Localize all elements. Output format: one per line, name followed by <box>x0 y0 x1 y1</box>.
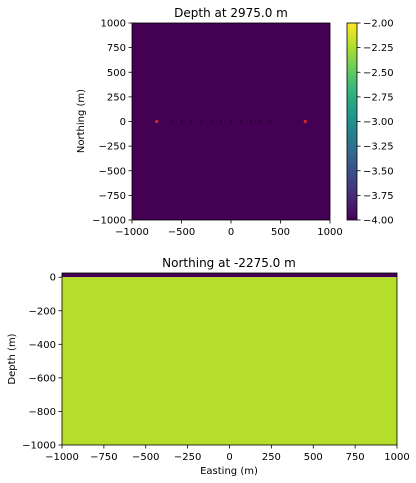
colorbar-tick-label: −2.50 <box>363 68 394 79</box>
depth-layer <box>62 273 397 278</box>
receiver-marker <box>190 120 193 123</box>
top-y-tick-label: 0 <box>120 117 126 128</box>
top-y-tick-label: −250 <box>99 142 126 153</box>
top-y-tick-label: 500 <box>107 68 126 79</box>
bottom-y-tick-label: −600 <box>29 373 56 384</box>
receiver-marker <box>240 120 242 123</box>
receiver-marker <box>170 120 173 123</box>
bottom-x-tick-label: −500 <box>132 452 159 463</box>
bottom-y-tick-label: −200 <box>29 306 56 317</box>
top-y-tick-label: −500 <box>99 166 126 177</box>
receiver-marker <box>230 120 232 123</box>
top-x-tick-label: 1000 <box>317 227 342 238</box>
bottom-x-tick-label: 0 <box>226 452 232 463</box>
receiver-marker <box>220 120 222 123</box>
top-y-tick-label: −1000 <box>92 216 126 227</box>
endpoint-marker <box>155 119 159 124</box>
colorbar-tick-label: −3.50 <box>363 166 394 177</box>
colorbar-tick-label: −4.00 <box>363 216 394 227</box>
colorbar-tick-label: −2.00 <box>363 19 394 30</box>
bottom-x-axis-label: Easting (m) <box>200 466 258 477</box>
bottom-x-tick-label: −250 <box>174 452 201 463</box>
endpoint-marker <box>303 119 307 124</box>
top-y-tick-label: 1000 <box>101 19 126 30</box>
bottom-x-tick-label: 500 <box>304 452 323 463</box>
colorbar-tick-label: −2.75 <box>363 92 394 103</box>
colorbar: −2.00 −2.25 −2.50 −2.75 −3.00 −3.25 −3.50 −3.75… <box>346 19 394 227</box>
top-x-tick-label: 500 <box>271 227 290 238</box>
receiver-marker <box>250 120 252 123</box>
bottom-y-tick-label: −400 <box>29 340 56 351</box>
bottom-y-axis-label: Depth (m) <box>7 333 18 384</box>
bottom-x-tick-label: −1000 <box>45 452 79 463</box>
bottom-x-tick-label: 750 <box>346 452 365 463</box>
depth-slice-panel: Depth at 2975.0 m −1000 −500 0 500 1000 1000… <box>76 6 343 238</box>
receiver-marker <box>180 120 183 123</box>
top-y-tick-label: 250 <box>107 92 126 103</box>
receiver-marker <box>260 120 262 123</box>
bottom-x-tick-label: −750 <box>90 452 117 463</box>
bottom-y-tick-label: −1000 <box>22 441 56 452</box>
colorbar-tick-label: −3.75 <box>363 191 394 202</box>
top-x-tick-label: −1000 <box>115 227 149 238</box>
bottom-y-tick-label: −800 <box>29 407 56 418</box>
receiver-marker <box>210 120 212 123</box>
bottom-x-tick-label: 250 <box>262 452 281 463</box>
receiver-marker <box>200 120 202 123</box>
top-y-tick-label: 750 <box>107 43 126 54</box>
northing-slice-panel: Northing at -2275.0 m −1000 −750 −500 −250 0… <box>7 256 410 477</box>
top-y-tick-label: −750 <box>99 191 126 202</box>
colorbar-tick-label: −3.00 <box>363 117 394 128</box>
top-x-tick-label: 0 <box>228 227 234 238</box>
colorbar-tick-label: −2.25 <box>363 43 394 54</box>
bottom-x-tick-label: 1000 <box>384 452 409 463</box>
bottom-y-tick-label: 0 <box>50 273 56 284</box>
bottom-chart-title: Northing at -2275.0 m <box>162 256 296 270</box>
top-y-axis-label: Northing (m) <box>76 89 87 153</box>
top-chart-title: Depth at 2975.0 m <box>174 6 288 20</box>
colorbar-tick-label: −3.25 <box>363 142 394 153</box>
depth-layer <box>62 277 397 445</box>
colorbar-gradient <box>347 23 357 220</box>
receiver-marker <box>269 120 272 123</box>
top-x-tick-label: −500 <box>168 227 195 238</box>
